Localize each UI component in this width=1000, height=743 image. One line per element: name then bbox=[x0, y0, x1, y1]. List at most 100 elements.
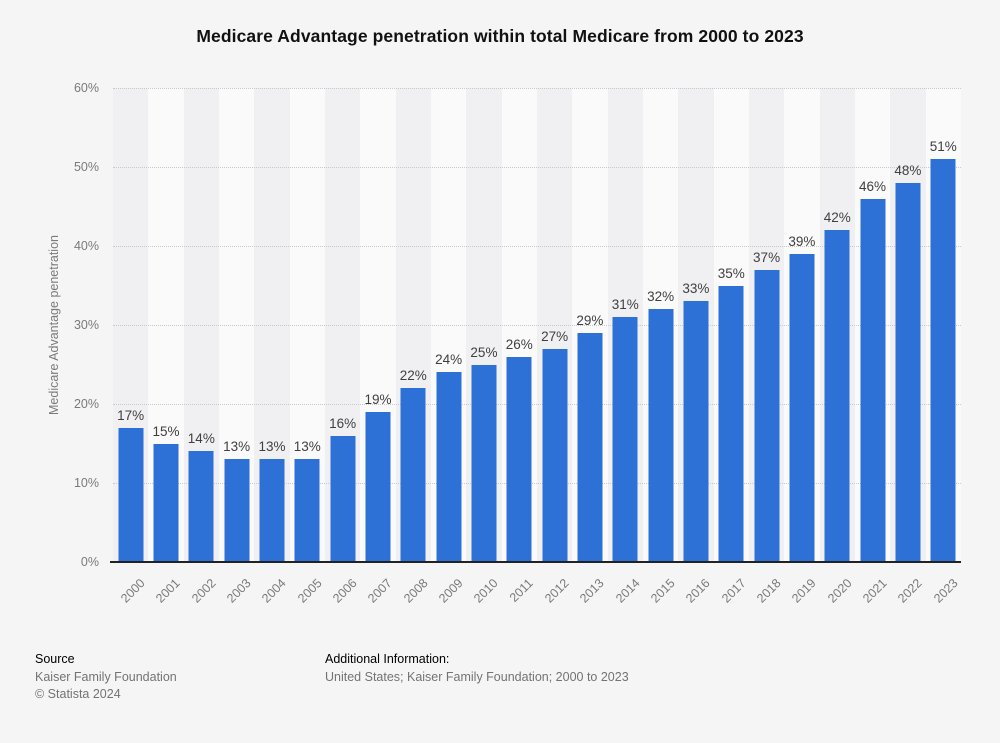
bar-value-label: 48% bbox=[894, 162, 922, 178]
bar-value-label: 16% bbox=[329, 415, 357, 431]
y-tick-label: 60% bbox=[73, 81, 99, 95]
x-tick-label: 2022 bbox=[895, 576, 925, 606]
bar-2020[interactable] bbox=[824, 230, 850, 562]
bar-value-label: 46% bbox=[859, 178, 887, 194]
x-tick-label: 2008 bbox=[400, 576, 431, 606]
bar-value-label: 39% bbox=[788, 233, 816, 249]
bar-value-label: 29% bbox=[576, 312, 604, 328]
copyright: © Statista 2024 bbox=[35, 687, 121, 701]
bar-value-label: 13% bbox=[293, 439, 321, 455]
source-block: Source Kaiser Family Foundation © Statis… bbox=[35, 651, 177, 704]
bar-2005[interactable] bbox=[294, 459, 320, 562]
bar-2008[interactable] bbox=[400, 388, 426, 562]
bar-value-label: 32% bbox=[647, 289, 675, 305]
bar-value-label: 14% bbox=[187, 431, 215, 447]
x-tick-label: 2001 bbox=[153, 576, 183, 606]
bar-2009[interactable] bbox=[436, 372, 462, 562]
x-tick-label: 2012 bbox=[541, 576, 572, 606]
source-name[interactable]: Kaiser Family Foundation bbox=[35, 669, 177, 684]
bar-value-label: 22% bbox=[399, 368, 427, 384]
bar-column-2014: 31% bbox=[607, 88, 643, 562]
x-tick-label: 2003 bbox=[223, 576, 254, 606]
bar-value-label: 27% bbox=[541, 328, 569, 344]
bar-column-2013: 29% bbox=[572, 88, 608, 562]
bar-value-label: 13% bbox=[223, 439, 251, 455]
x-tick-label: 2014 bbox=[612, 576, 643, 606]
bar-column-2023: 51% bbox=[925, 88, 961, 562]
bar-value-label: 15% bbox=[152, 423, 180, 439]
bar-2000[interactable] bbox=[118, 427, 144, 562]
bar-value-label: 31% bbox=[611, 297, 639, 313]
y-tick-label: 40% bbox=[73, 239, 99, 253]
bar-value-label: 42% bbox=[823, 210, 851, 226]
bar-column-2021: 46% bbox=[854, 88, 891, 562]
y-axis-tick-labels: 0% 10% 20% 30% 40% 50% 60% bbox=[0, 81, 99, 569]
bar-value-label: 51% bbox=[929, 139, 957, 155]
bar-2019[interactable] bbox=[789, 253, 815, 562]
bar-value-label: 35% bbox=[717, 265, 745, 281]
gridline bbox=[113, 88, 961, 89]
bar-2010[interactable] bbox=[471, 364, 497, 562]
bar-2006[interactable] bbox=[330, 435, 356, 562]
gridline bbox=[113, 483, 961, 484]
bar-2013[interactable] bbox=[577, 332, 603, 562]
additional-information-label: Additional Information: bbox=[325, 652, 450, 666]
x-tick-label: 2019 bbox=[789, 576, 819, 606]
bar-2017[interactable] bbox=[718, 285, 744, 562]
x-tick-label: 2011 bbox=[507, 576, 537, 605]
bar-2023[interactable] bbox=[930, 159, 956, 562]
bar-column-2022: 48% bbox=[890, 88, 926, 562]
x-tick-label: 2004 bbox=[259, 576, 289, 606]
bar-2004[interactable] bbox=[259, 459, 285, 562]
bar-value-label: 26% bbox=[505, 336, 533, 352]
bar-value-label: 25% bbox=[470, 344, 498, 360]
bar-value-label: 17% bbox=[117, 407, 145, 423]
bar-column-2015: 32% bbox=[642, 88, 679, 562]
y-tick-label: 10% bbox=[73, 476, 99, 490]
source-label: Source bbox=[35, 652, 75, 666]
x-tick-label: 2015 bbox=[647, 576, 678, 606]
additional-information-text: United States; Kaiser Family Foundation;… bbox=[325, 669, 629, 684]
bar-column-2016: 33% bbox=[678, 88, 714, 562]
x-tick-label: 2005 bbox=[294, 576, 325, 606]
x-tick-label: 2002 bbox=[188, 576, 219, 606]
x-tick-label: 2018 bbox=[753, 576, 784, 606]
bar-2001[interactable] bbox=[153, 443, 179, 562]
gridline bbox=[113, 167, 961, 168]
additional-information-block: Additional Information: United States; K… bbox=[325, 651, 629, 686]
bar-column-2017: 35% bbox=[713, 88, 749, 562]
bar-2021[interactable] bbox=[860, 198, 886, 562]
gridline bbox=[113, 325, 961, 326]
bar-value-label: 33% bbox=[682, 281, 710, 297]
bar-2022[interactable] bbox=[895, 182, 921, 562]
x-tick-label: 2020 bbox=[824, 576, 855, 606]
x-axis-line bbox=[110, 561, 961, 563]
chart-title: Medicare Advantage penetration within to… bbox=[196, 26, 804, 46]
x-tick-label: 2009 bbox=[435, 576, 466, 606]
bar-2003[interactable] bbox=[224, 459, 250, 562]
bar-value-label: 37% bbox=[753, 249, 781, 265]
bar-2012[interactable] bbox=[542, 348, 568, 562]
bar-column-2018: 37% bbox=[748, 88, 785, 562]
y-tick-label: 0% bbox=[80, 555, 99, 569]
bar-2007[interactable] bbox=[365, 411, 391, 562]
bar-2018[interactable] bbox=[754, 269, 780, 562]
x-tick-label: 2016 bbox=[683, 576, 713, 606]
x-tick-label: 2023 bbox=[930, 576, 961, 606]
y-tick-label: 30% bbox=[73, 318, 99, 332]
x-tick-label: 2006 bbox=[329, 576, 360, 606]
x-tick-label: 2000 bbox=[117, 576, 148, 606]
bar-value-label: 24% bbox=[435, 352, 463, 368]
bar-2014[interactable] bbox=[612, 317, 638, 562]
y-tick-label: 50% bbox=[73, 160, 99, 174]
bar-2015[interactable] bbox=[648, 309, 674, 562]
x-tick-label: 2021 bbox=[859, 576, 890, 606]
x-axis-tick-labels: 2000 2001 2002 2003 2004 2005 2006 2007 2008 2009… bbox=[113, 576, 961, 626]
x-tick-label: 2013 bbox=[577, 576, 607, 606]
bar-2016[interactable] bbox=[683, 301, 709, 562]
bar-2002[interactable] bbox=[188, 451, 214, 562]
bar-2011[interactable] bbox=[506, 356, 532, 562]
gridline bbox=[113, 404, 961, 405]
bar-column-2019: 39% bbox=[784, 88, 820, 562]
